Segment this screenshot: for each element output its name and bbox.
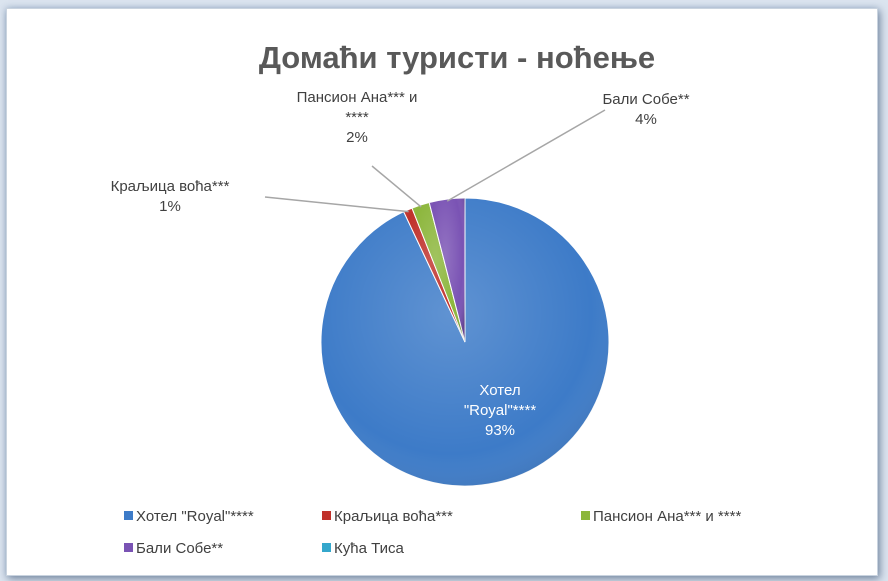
data-label: Краљица воћа*** 1% [111,178,230,215]
legend-swatch [124,543,133,552]
data-label: Пансион Ана*** и **** 2% [297,89,418,146]
legend-entry: Хотел "Royal"**** [136,508,254,525]
leader-line [371,165,422,208]
legend-entry: Кућа Тиса [334,540,404,557]
legend-entry: Бали Собе** [136,540,223,557]
legend-swatch [322,511,331,520]
pie-slice-shading [429,198,465,342]
data-label: Хотел "Royal"**** 93% [464,382,537,439]
chart-title: Домаћи туристи - ноћење [259,40,655,75]
legend-swatch [581,511,590,520]
legend-entry: Пансион Ана*** и **** [593,508,741,525]
pie-slice-shading [411,202,465,342]
pie-slices [320,197,610,487]
legend-swatch [322,543,331,552]
leader-lines [264,109,606,213]
legend-swatch [124,511,133,520]
leader-line [446,109,606,202]
leader-line [264,196,409,213]
pie-slice-shading [403,208,465,342]
data-labels: Хотел "Royal"**** 93% Краљица воћа*** 1% Панс… [111,89,690,439]
data-label: Бали Собе** 4% [602,91,689,128]
legend: Хотел "Royal"**** Краљица воћа*** Пансион … [124,508,741,557]
legend-entry: Краљица воћа*** [334,508,453,525]
